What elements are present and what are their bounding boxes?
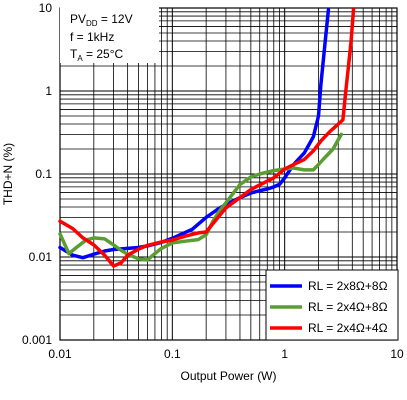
series-line-3 xyxy=(58,8,356,268)
legend-label-2: RL = 2x4Ω+8Ω xyxy=(308,300,388,314)
y-tick-labels: 10 1 0.1 0.01 0.001 xyxy=(22,1,52,347)
y-tick-label: 0.1 xyxy=(35,167,52,181)
x-tick-label: 0.01 xyxy=(48,347,72,361)
condition-temperature: TA = 25°C xyxy=(70,47,124,63)
y-tick-label: 0.01 xyxy=(29,250,53,264)
series-line-2 xyxy=(58,132,344,262)
x-tick-label: 10 xyxy=(390,347,404,361)
y-tick-label: 1 xyxy=(45,84,52,98)
conditions-box: PVDD = 12V f = 1kHz TA = 25°C xyxy=(60,7,159,63)
condition-pvdd: PVDD = 12V xyxy=(70,12,133,28)
y-tick-label: 0.001 xyxy=(22,333,52,347)
y-tick-label: 10 xyxy=(39,1,53,15)
x-tick-label: 0.1 xyxy=(164,347,181,361)
x-tick-labels: 0.01 0.1 1 10 xyxy=(48,347,404,361)
condition-frequency: f = 1kHz xyxy=(70,30,114,44)
series-lines xyxy=(58,8,356,268)
legend-label-1: RL = 2x8Ω+8Ω xyxy=(308,279,388,293)
y-axis-title: THD+N (%) xyxy=(1,143,15,205)
legend: RL = 2x8Ω+8Ω RL = 2x4Ω+8Ω RL = 2x4Ω+4Ω xyxy=(265,269,399,341)
x-tick-label: 1 xyxy=(281,347,288,361)
x-axis-title: Output Power (W) xyxy=(180,369,276,383)
plot-border xyxy=(59,7,398,341)
plot-frame xyxy=(59,7,398,341)
legend-label-3: RL = 2x4Ω+4Ω xyxy=(308,321,388,335)
